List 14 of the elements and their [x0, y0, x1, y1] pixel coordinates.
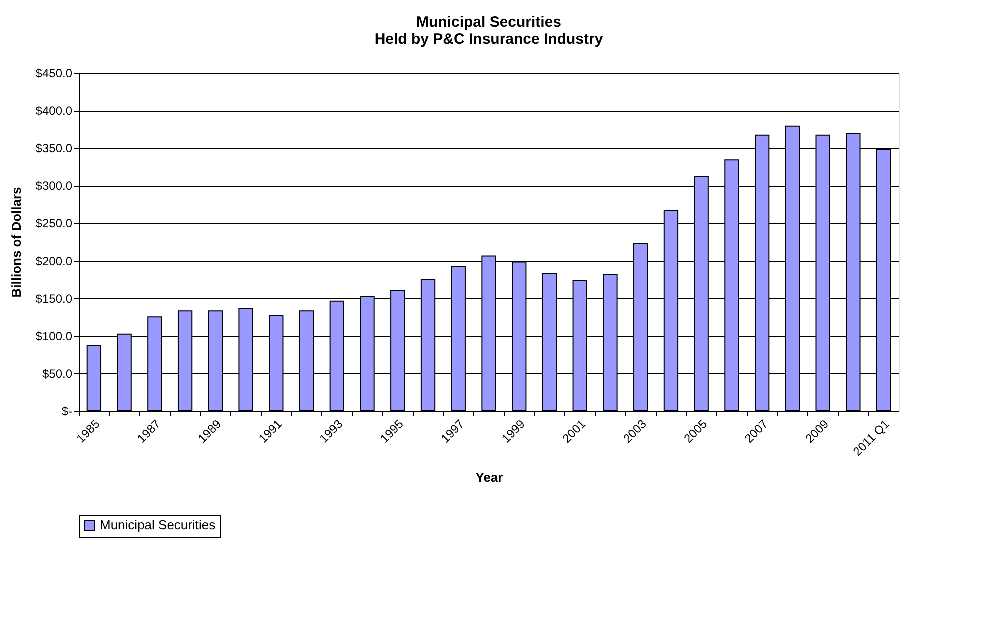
y-axis-title: Billions of Dollars — [8, 187, 24, 298]
y-tick-label: $- — [62, 404, 72, 418]
y-tick-label: $200.0 — [36, 254, 73, 268]
y-tick-label: $150.0 — [36, 292, 73, 306]
y-tick-label: $100.0 — [36, 329, 73, 344]
y-tick-label: $400.0 — [36, 104, 73, 118]
y-tick-label: $450.0 — [36, 66, 73, 80]
y-tick-label: $350.0 — [36, 142, 73, 156]
y-tick-label: $300.0 — [36, 179, 73, 194]
legend-label: Municipal Securities — [100, 518, 216, 532]
x-axis-title: Year — [476, 470, 504, 486]
chart-title: Municipal Securities Held by P&C Insurance Industry — [374, 14, 604, 48]
y-tick-label: $50.0 — [42, 366, 73, 381]
y-tick-label: $250.0 — [36, 216, 73, 231]
